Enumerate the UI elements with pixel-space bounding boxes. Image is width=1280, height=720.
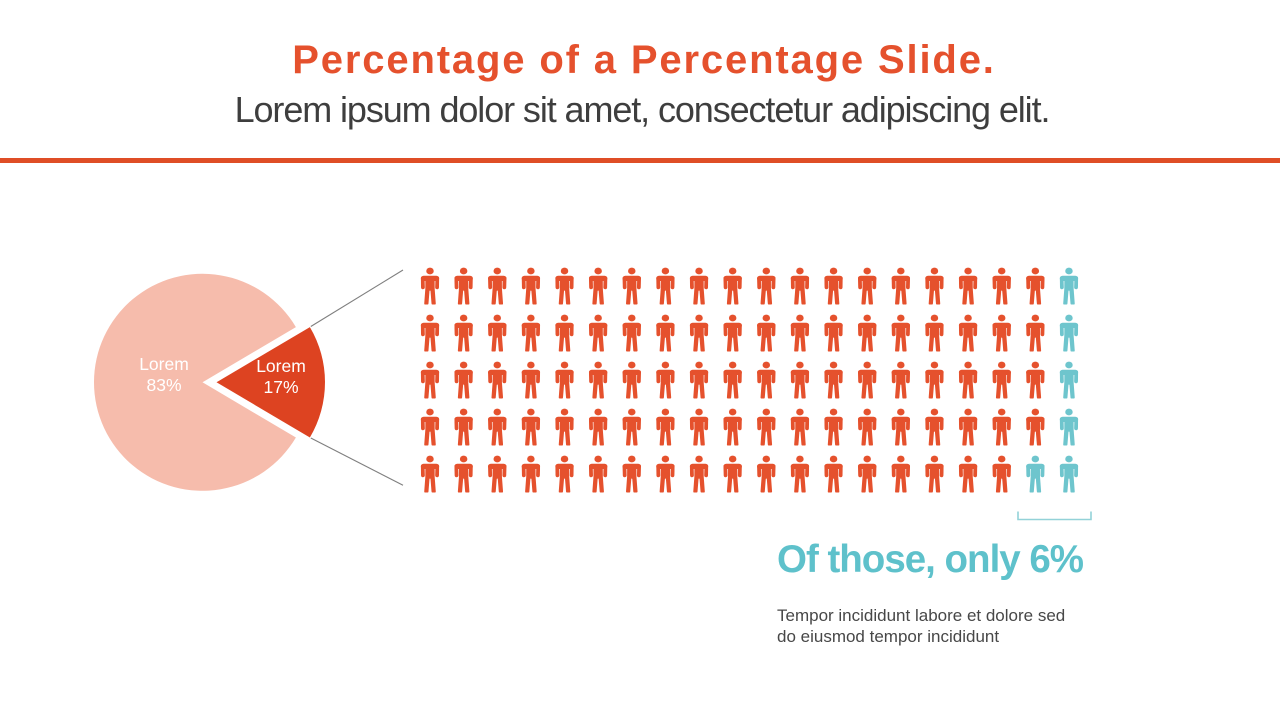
svg-text:Lorem: Lorem	[256, 356, 306, 376]
svg-text:17%: 17%	[263, 377, 298, 397]
svg-text:83%: 83%	[146, 375, 181, 395]
svg-text:Lorem: Lorem	[139, 354, 189, 374]
